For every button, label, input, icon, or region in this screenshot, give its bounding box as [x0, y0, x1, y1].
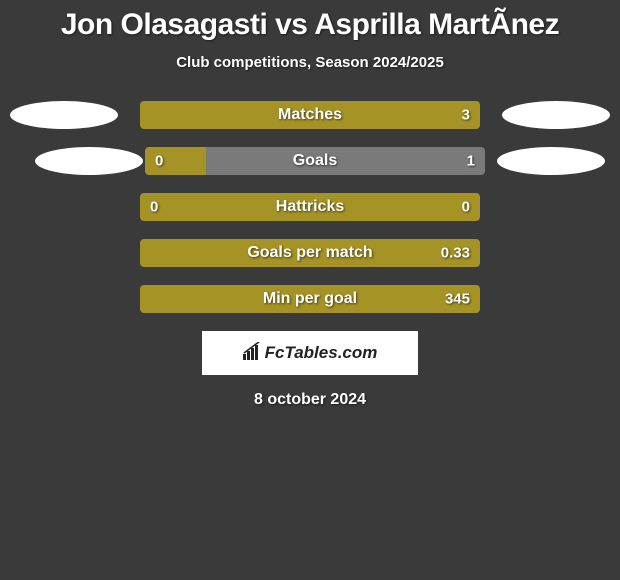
logo-text: FcTables.com	[265, 343, 378, 363]
subtitle: Club competitions, Season 2024/2025	[0, 54, 620, 71]
stat-bar: 0 Hattricks 0	[140, 193, 480, 221]
stat-row: 0 Goals 1	[0, 147, 620, 175]
stat-label: Goals per match	[247, 244, 372, 262]
stat-row: Matches 3	[0, 101, 620, 129]
stat-row: Min per goal 345	[0, 285, 620, 313]
stat-value-right: 1	[467, 153, 475, 170]
stat-label: Hattricks	[276, 198, 344, 216]
stat-rows: Matches 3 0 Goals 1 0 Hattricks 0 Goals per matc…	[0, 101, 620, 313]
stat-row: Goals per match 0.33	[0, 239, 620, 267]
stat-bar: 0 Goals 1	[145, 147, 485, 175]
player-right-avatar	[497, 147, 605, 175]
stat-value-right: 345	[445, 291, 470, 308]
player-left-avatar	[10, 101, 118, 129]
logo: FcTables.com	[243, 342, 378, 365]
stat-bar: Goals per match 0.33	[140, 239, 480, 267]
stat-label: Min per goal	[263, 290, 357, 308]
stat-value-right: 0	[462, 199, 470, 216]
stat-value-right: 0.33	[441, 245, 470, 262]
player-right-avatar	[502, 101, 610, 129]
stat-bar: Matches 3	[140, 101, 480, 129]
stat-label: Matches	[278, 106, 342, 124]
stat-value-left: 0	[150, 199, 158, 216]
stat-value-right: 3	[462, 107, 470, 124]
chart-icon	[243, 342, 263, 365]
comparison-infographic: Jon Olasagasti vs Asprilla MartÃ­nez Clu…	[0, 0, 620, 409]
stat-bar: Min per goal 345	[140, 285, 480, 313]
logo-box: FcTables.com	[202, 331, 418, 375]
stat-row: 0 Hattricks 0	[0, 193, 620, 221]
stat-label: Goals	[293, 152, 337, 170]
stat-value-left: 0	[155, 153, 163, 170]
page-title: Jon Olasagasti vs Asprilla MartÃ­nez	[0, 8, 620, 42]
player-left-avatar	[35, 147, 143, 175]
date-label: 8 october 2024	[0, 391, 620, 409]
